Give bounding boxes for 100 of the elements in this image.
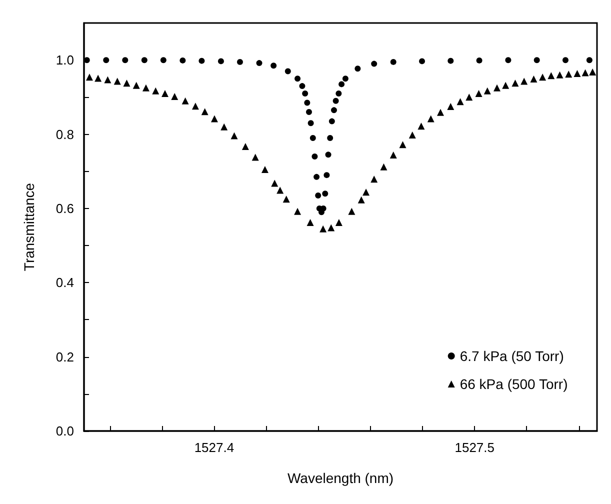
- point: [380, 163, 388, 170]
- y-tick-label: 0.6: [56, 200, 74, 216]
- point: [494, 84, 501, 92]
- point: [306, 109, 312, 116]
- point: [180, 57, 186, 64]
- point: [201, 108, 208, 116]
- point: [436, 108, 444, 116]
- point: [362, 188, 370, 196]
- point: [348, 208, 356, 215]
- point: [252, 154, 259, 161]
- point: [160, 57, 166, 64]
- point: [390, 58, 396, 65]
- point: [539, 74, 546, 81]
- point: [308, 120, 314, 126]
- point: [328, 118, 335, 124]
- point: [171, 92, 178, 100]
- point: [338, 81, 345, 88]
- x-tick-label: 1527.5: [454, 440, 494, 455]
- point: [210, 115, 218, 122]
- point: [314, 174, 320, 180]
- point: [306, 219, 314, 226]
- point: [256, 60, 262, 66]
- point: [114, 78, 121, 85]
- point: [198, 58, 205, 64]
- point: [342, 76, 348, 82]
- point: [589, 68, 596, 76]
- point: [142, 84, 150, 92]
- x-axis-title: Wavelength (nm): [287, 470, 394, 486]
- point: [276, 186, 284, 194]
- point: [218, 58, 224, 64]
- point: [152, 87, 160, 94]
- point: [123, 80, 130, 87]
- y-tick-label: 0.2: [56, 349, 74, 364]
- point: [242, 143, 249, 150]
- point: [104, 76, 112, 84]
- point: [182, 97, 189, 104]
- point: [418, 122, 425, 130]
- point: [466, 94, 473, 101]
- point: [132, 82, 140, 89]
- point: [161, 90, 168, 97]
- point: [94, 74, 102, 82]
- point: [299, 83, 306, 90]
- point: [475, 90, 482, 97]
- point: [315, 192, 322, 198]
- point: [556, 71, 564, 78]
- point: [192, 102, 199, 110]
- point: [327, 134, 334, 141]
- point: [261, 166, 268, 174]
- point: [354, 66, 361, 72]
- point: [271, 180, 278, 187]
- point: [565, 70, 572, 78]
- point: [562, 57, 568, 64]
- point: [484, 87, 491, 94]
- point: [586, 57, 592, 64]
- point: [335, 219, 342, 226]
- y-tick-label: 0.4: [56, 275, 74, 290]
- point: [220, 123, 228, 130]
- point: [270, 62, 277, 69]
- point: [574, 70, 581, 77]
- y-tick-label: 0.8: [56, 126, 74, 142]
- legend-label: 66 kPa (500 Torr): [460, 376, 568, 392]
- point: [294, 76, 301, 82]
- point: [520, 78, 528, 85]
- point: [419, 58, 426, 64]
- point: [141, 57, 148, 64]
- point: [505, 57, 512, 64]
- point: [399, 141, 406, 148]
- point: [370, 176, 378, 183]
- point: [294, 208, 302, 215]
- y-axis-title: Transmittance: [21, 182, 37, 272]
- point: [322, 190, 328, 197]
- point: [230, 132, 238, 140]
- point: [358, 196, 365, 204]
- point: [456, 98, 464, 106]
- point: [330, 107, 337, 114]
- point: [282, 196, 290, 203]
- point: [408, 132, 416, 139]
- point: [86, 74, 93, 81]
- point: [122, 57, 128, 64]
- point: [236, 58, 243, 65]
- point: [103, 57, 110, 64]
- legend-label: 6.7 kPa (50 Torr): [460, 348, 564, 364]
- point: [328, 224, 335, 232]
- point: [534, 57, 540, 64]
- point: [324, 172, 330, 178]
- point: [320, 225, 327, 232]
- point: [325, 152, 332, 158]
- y-tick-label: 1.0: [56, 52, 74, 68]
- point: [448, 58, 454, 64]
- point: [284, 68, 291, 74]
- x-tick-label: 1527.4: [194, 440, 234, 455]
- point: [582, 69, 589, 76]
- point: [371, 60, 378, 67]
- point: [304, 100, 310, 106]
- point: [447, 102, 454, 110]
- point: [332, 98, 339, 104]
- point: [302, 90, 308, 96]
- point: [512, 80, 519, 87]
- point: [390, 152, 397, 159]
- point: [476, 57, 482, 64]
